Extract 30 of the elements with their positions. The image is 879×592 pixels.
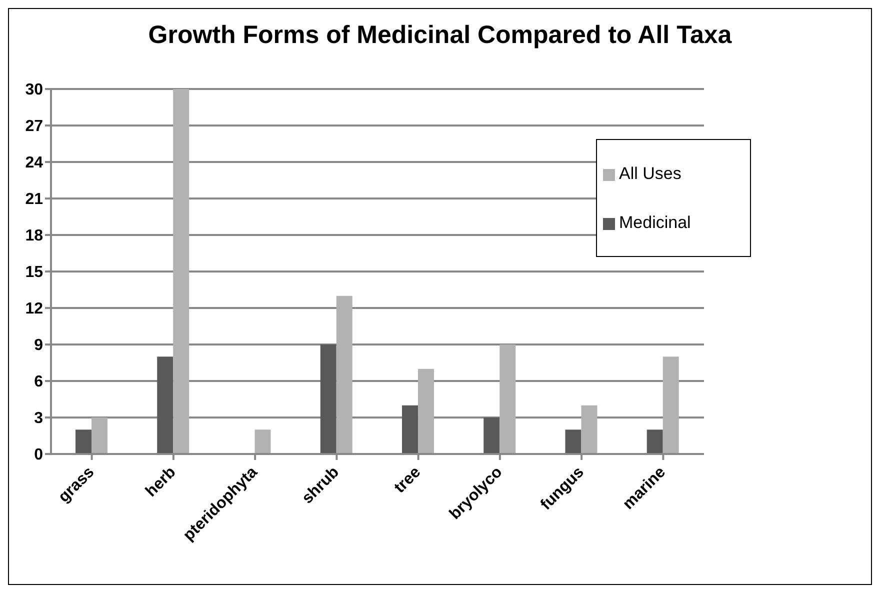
y-tick-label: 9	[34, 337, 44, 354]
y-tick-label: 18	[25, 228, 44, 245]
y-tick-label: 30	[25, 82, 44, 99]
bar	[254, 430, 271, 454]
y-tick-label: 21	[25, 191, 44, 208]
bar	[91, 418, 108, 454]
bar	[320, 344, 336, 454]
bar	[565, 430, 582, 454]
bar	[75, 430, 92, 454]
bar	[662, 356, 679, 454]
legend-label: All Uses	[619, 164, 682, 183]
y-tick-label: 3	[34, 410, 44, 428]
bar	[173, 89, 190, 454]
bar	[336, 296, 352, 454]
y-tick-label: 24	[25, 154, 44, 172]
bar	[500, 344, 516, 454]
bar	[581, 405, 598, 454]
bar	[418, 368, 434, 454]
x-tick-label: tree	[391, 464, 424, 497]
bar	[157, 356, 174, 454]
y-tick-label: 12	[25, 300, 44, 318]
legend-label: Medicinal	[619, 213, 691, 232]
y-tick-label: 15	[25, 264, 44, 282]
y-tick-label: 6	[34, 374, 44, 391]
bar	[402, 405, 418, 454]
y-tick-label: 0	[34, 446, 44, 464]
bar	[484, 418, 500, 454]
chart-title: Growth Forms of Medicinal Compared to All Taxa	[147, 21, 733, 50]
bar	[646, 430, 663, 454]
y-tick-label: 27	[25, 118, 44, 136]
